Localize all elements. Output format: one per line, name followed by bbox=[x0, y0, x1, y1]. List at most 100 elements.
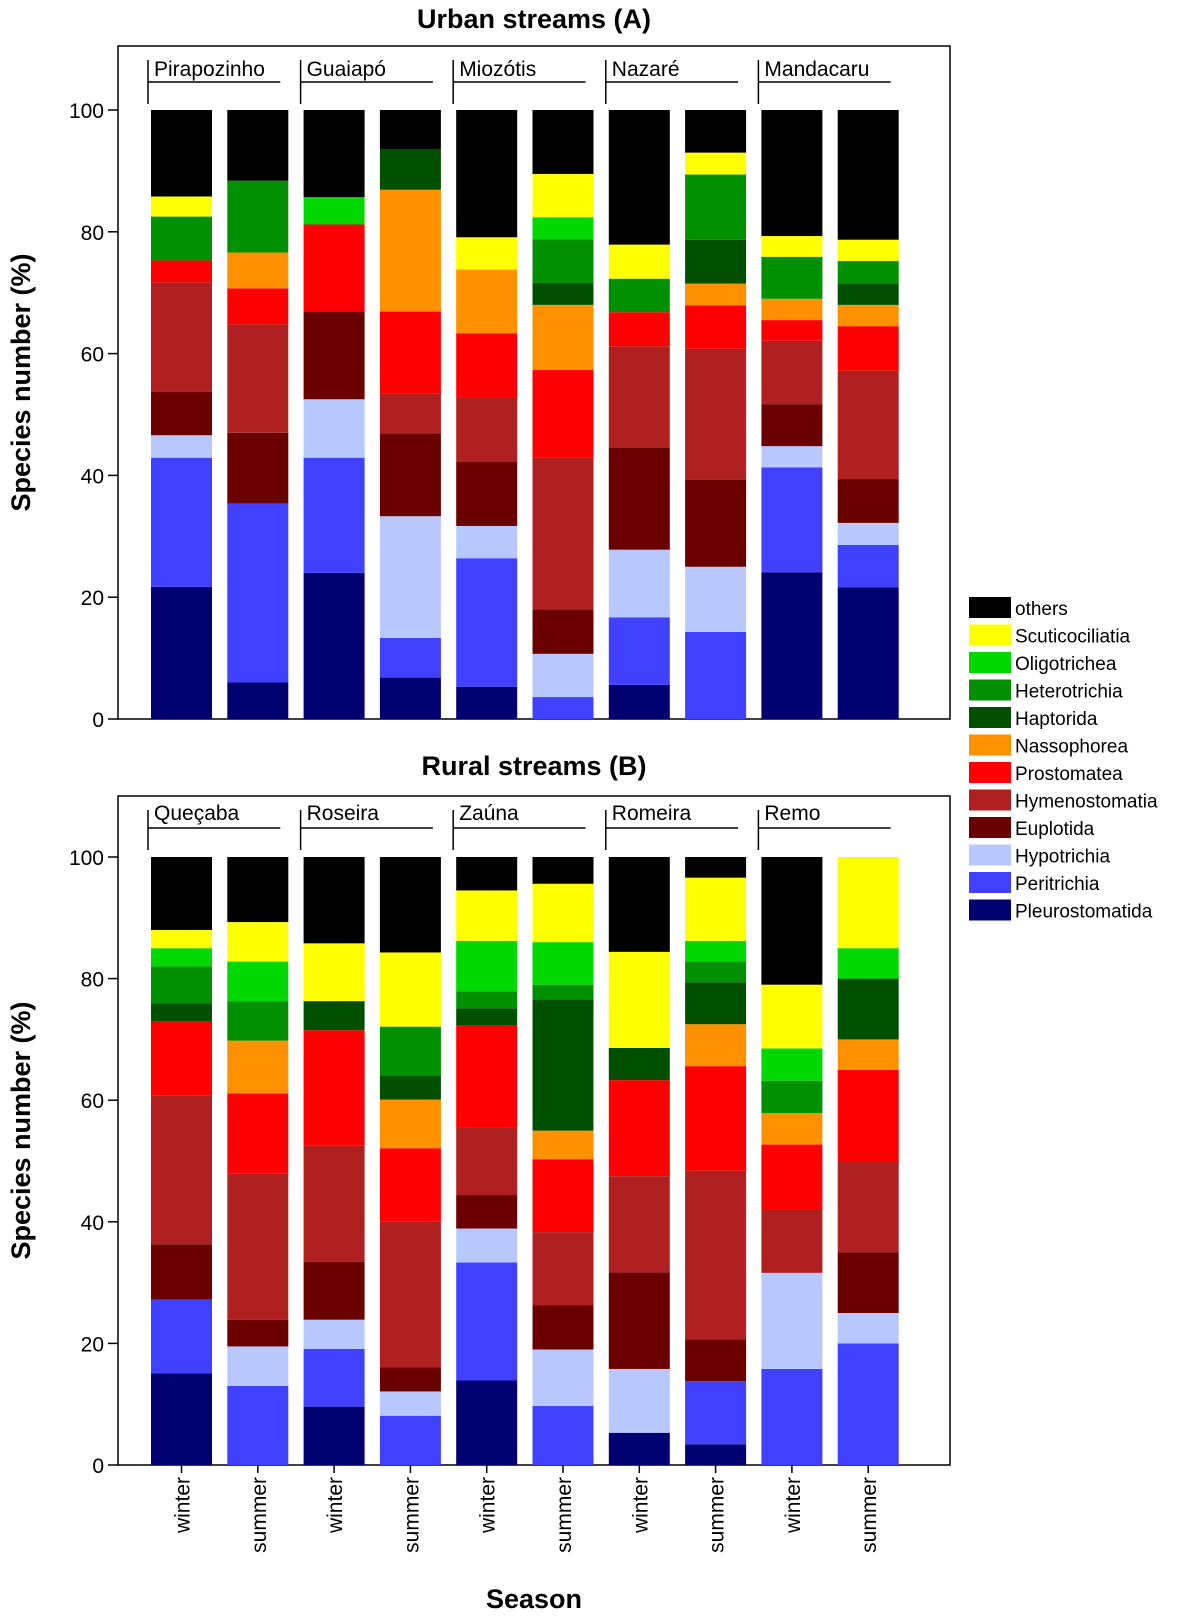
bar-segment-peritrichia bbox=[303, 1348, 365, 1407]
bar-segment-hymenostomatia bbox=[608, 346, 670, 448]
bar-segment-hymenostomatia bbox=[685, 348, 747, 480]
bar-segment-scuticociliatia bbox=[151, 196, 212, 217]
bar-segment-euplotida bbox=[456, 1195, 518, 1229]
bar-segment-nassophorea bbox=[837, 304, 899, 327]
bar-segment-heterotrichia bbox=[532, 239, 594, 283]
bar-segment-peritrichia bbox=[532, 697, 594, 719]
y-tick-label: 100 bbox=[69, 847, 104, 870]
bar-segment-pleurostomatida bbox=[151, 586, 212, 719]
y-tick-label: 20 bbox=[81, 1333, 104, 1356]
bar-segment-nassophorea bbox=[685, 1024, 747, 1067]
bar-segment-oligotrichea bbox=[456, 940, 518, 992]
bar-segment-haptorida bbox=[532, 999, 594, 1131]
bar-segment-euplotida bbox=[685, 1339, 747, 1382]
bar-segment-nassophorea bbox=[227, 252, 289, 289]
legend-label: Prostomatea bbox=[1015, 764, 1123, 785]
legend-label: Heterotrichia bbox=[1015, 682, 1123, 703]
site-label: Pirapozinho bbox=[154, 58, 265, 81]
bar-segment-others bbox=[685, 110, 747, 153]
bar-segment-hymenostomatia bbox=[379, 1221, 441, 1368]
bar-segment-prostomatea bbox=[379, 1148, 441, 1222]
bar-segment-peritrichia bbox=[685, 1381, 747, 1445]
y-tick-label: 60 bbox=[81, 1090, 104, 1113]
y-tick-label: 0 bbox=[92, 709, 104, 732]
bar-segment-nassophorea bbox=[761, 298, 823, 321]
legend-swatch-heterotrichia bbox=[969, 679, 1011, 701]
bar-segment-pleurostomatida bbox=[685, 1444, 747, 1465]
bar-segment-hypotrichia bbox=[379, 516, 441, 639]
y-tick-label: 40 bbox=[81, 1212, 104, 1235]
bar-segment-heterotrichia bbox=[227, 1001, 289, 1041]
bar-segment-pleurostomatida bbox=[303, 572, 365, 719]
bar-segment-others bbox=[303, 110, 365, 198]
bar-segment-prostomatea bbox=[685, 305, 747, 349]
season-label: summer bbox=[706, 1477, 729, 1553]
legend-label: Scuticociliatia bbox=[1015, 627, 1131, 648]
bar-segment-others bbox=[456, 857, 518, 891]
season-label: winter bbox=[629, 1477, 652, 1534]
bar-segment-hypotrichia bbox=[761, 446, 823, 468]
bar-segment-others bbox=[303, 857, 365, 944]
site-label: Mandacaru bbox=[764, 58, 869, 81]
legend-label: Oligotrichea bbox=[1015, 654, 1117, 675]
bar-segment-nassophorea bbox=[685, 283, 747, 306]
bar-segment-peritrichia bbox=[685, 631, 747, 719]
bar-segment-pleurostomatida bbox=[761, 572, 823, 719]
site-label: Remo bbox=[764, 802, 820, 825]
bar-segment-scuticociliatia bbox=[151, 929, 212, 949]
bar-segment-others bbox=[532, 857, 594, 884]
season-label: summer bbox=[248, 1477, 271, 1553]
bar-segment-scuticociliatia bbox=[761, 984, 823, 1049]
bar-segment-euplotida bbox=[227, 1319, 289, 1347]
bar-segment-peritrichia bbox=[761, 1368, 823, 1465]
bar-segment-peritrichia bbox=[608, 617, 670, 685]
legend-swatch-peritrichia bbox=[969, 872, 1011, 893]
bar-segment-hymenostomatia bbox=[532, 457, 594, 610]
y-tick-label: 80 bbox=[81, 969, 104, 992]
season-label: winter bbox=[172, 1477, 195, 1534]
bar-segment-scuticociliatia bbox=[685, 877, 747, 941]
bar-segment-haptorida bbox=[532, 282, 594, 305]
bar-segment-hypotrichia bbox=[456, 1228, 518, 1263]
bar-segment-others bbox=[608, 857, 670, 952]
legend-label: Peritrichia bbox=[1015, 874, 1100, 895]
bar-segment-hypotrichia bbox=[837, 1313, 899, 1344]
bar-segment-hymenostomatia bbox=[837, 370, 899, 480]
bar-segment-prostomatea bbox=[837, 1069, 899, 1161]
bar-segment-oligotrichea bbox=[227, 961, 289, 1002]
bar-segment-prostomatea bbox=[837, 326, 899, 371]
y-axis-label: Species number (%) bbox=[6, 253, 36, 511]
legend-swatch-prostomatea bbox=[969, 762, 1011, 783]
bar-segment-prostomatea bbox=[685, 1066, 747, 1171]
legend-label: Nassophorea bbox=[1015, 737, 1128, 758]
site-label: Queçaba bbox=[154, 802, 240, 825]
bar-segment-hypotrichia bbox=[608, 1368, 670, 1433]
bar-segment-hymenostomatia bbox=[227, 324, 289, 433]
bar-segment-scuticociliatia bbox=[608, 951, 670, 1048]
bar-segment-hymenostomatia bbox=[379, 393, 441, 434]
legend-label: Hypotrichia bbox=[1015, 847, 1110, 868]
legend-label: Hymenostomatia bbox=[1015, 792, 1158, 813]
bar-segment-peritrichia bbox=[227, 1385, 289, 1465]
bar-segment-heterotrichia bbox=[227, 180, 289, 253]
season-label: winter bbox=[324, 1477, 347, 1534]
legend-swatch-pleurostomatida bbox=[969, 899, 1011, 921]
legend-swatch-hymenostomatia bbox=[969, 789, 1011, 811]
bar-segment-others bbox=[761, 110, 823, 237]
bar-segment-pleurostomatida bbox=[227, 682, 289, 719]
bar-segment-hypotrichia bbox=[303, 399, 365, 458]
site-label: Miozótis bbox=[459, 58, 536, 81]
bar-segment-prostomatea bbox=[608, 1080, 670, 1177]
bar-segment-euplotida bbox=[685, 479, 747, 567]
legend-swatch-others bbox=[969, 597, 1011, 618]
bar-segment-prostomatea bbox=[532, 1159, 594, 1233]
bar-segment-euplotida bbox=[761, 404, 823, 447]
bar-segment-heterotrichia bbox=[456, 991, 518, 1009]
legend-label: others bbox=[1015, 599, 1068, 620]
bar-segment-euplotida bbox=[151, 391, 212, 436]
bar-segment-peritrichia bbox=[227, 503, 289, 683]
bar-segment-prostomatea bbox=[608, 312, 670, 347]
bar-segment-others bbox=[227, 110, 289, 181]
bar-segment-euplotida bbox=[608, 1272, 670, 1369]
